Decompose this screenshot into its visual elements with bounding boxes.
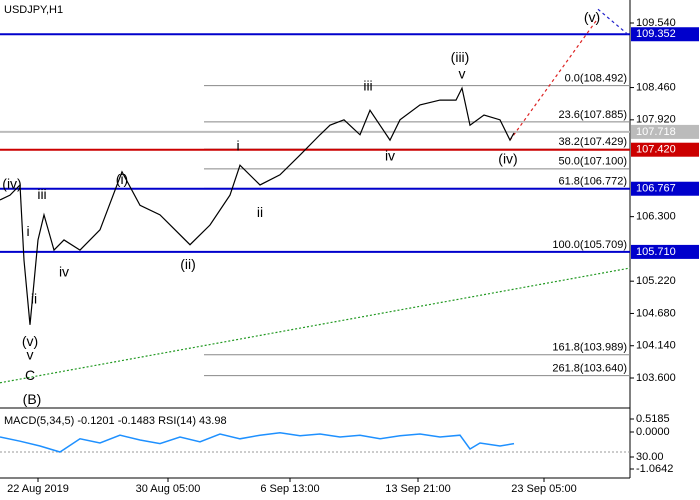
chart-title: USDJPY,H1 [4, 4, 63, 16]
fib-label: 61.8(106.772) [559, 175, 628, 187]
level-box [631, 27, 699, 42]
wave-label: iv [59, 264, 69, 280]
fib-label: 261.8(103.640) [552, 363, 627, 375]
wave-label: (v) [584, 9, 600, 25]
y-tick-label: 104.680 [636, 307, 676, 319]
fib-label: 50.0(107.100) [559, 156, 628, 168]
wave-label: ii [257, 204, 263, 220]
wave-label: v [27, 347, 34, 363]
x-tick-label: 22 Aug 2019 [7, 483, 69, 495]
x-tick-label: 30 Aug 05:00 [136, 483, 201, 495]
fib-label: 161.8(103.989) [552, 342, 627, 354]
level-tag: 107.718 [631, 124, 699, 139]
projection [597, 8, 631, 37]
fib-label: 38.2(107.429) [559, 136, 628, 148]
fib-label: 0.0(108.492) [565, 73, 627, 85]
y-tick-label: 103.600 [636, 372, 676, 384]
x-tick-label: 23 Sep 05:00 [511, 483, 576, 495]
level-tag: 107.420 [631, 142, 699, 157]
level-tag: 106.767 [631, 181, 699, 196]
level-label: 106.767 [636, 183, 676, 195]
wave-label: (v) [22, 333, 38, 349]
y-tick-label: 109.540 [636, 17, 676, 29]
y-tick-label: 107.920 [636, 114, 676, 126]
indicator-tick-label: -1.0642 [636, 463, 673, 475]
y-tick-label: 105.220 [636, 275, 676, 287]
wave-label: (ii) [180, 256, 196, 272]
level-box [631, 124, 699, 139]
level-box [631, 142, 699, 157]
indicator-tick-label: 0.5185 [636, 413, 670, 425]
wave-label: iii [363, 78, 372, 94]
wave-label: C [25, 367, 35, 383]
indicator-tick-label: 30.00 [636, 451, 664, 463]
x-tick-label: 6 Sep 13:00 [260, 483, 319, 495]
wave-label: iv [385, 148, 395, 164]
level-tag: 105.710 [631, 244, 699, 259]
level-label: 109.352 [636, 28, 676, 40]
level-label: 107.718 [636, 126, 676, 138]
level-label: 105.710 [636, 246, 676, 258]
wave-label: (iii) [451, 49, 470, 65]
x-tick-label: 13 Sep 21:00 [385, 483, 450, 495]
level-box [631, 244, 699, 259]
wave-label: iii [37, 186, 46, 202]
y-tick-label: 104.140 [636, 340, 676, 352]
level-box [631, 181, 699, 196]
indicator-tick-label: 0.0000 [636, 426, 670, 438]
wave-label: ii [31, 290, 37, 306]
wave-label: i [236, 137, 239, 153]
wave-label: (iv) [2, 176, 21, 192]
price-line [0, 86, 515, 325]
moving-average [0, 267, 631, 384]
projection [509, 17, 599, 141]
fib-label: 100.0(105.709) [552, 239, 627, 251]
level-label: 107.420 [636, 144, 676, 156]
wave-label: i [26, 223, 29, 239]
wave-label: (i) [116, 171, 128, 187]
y-tick-label: 106.300 [636, 211, 676, 223]
wave-label: v [459, 66, 466, 82]
level-tag: 109.352 [631, 27, 699, 42]
indicator-label: MACD(5,34,5) -0.1201 -0.1483 RSI(14) 43.… [4, 415, 227, 427]
fib-label: 23.6(107.885) [559, 109, 628, 121]
y-tick-label: 108.460 [636, 81, 676, 93]
wave-label: (B) [23, 391, 42, 407]
rsi-line [0, 432, 515, 453]
wave-label: (iv) [498, 151, 517, 167]
